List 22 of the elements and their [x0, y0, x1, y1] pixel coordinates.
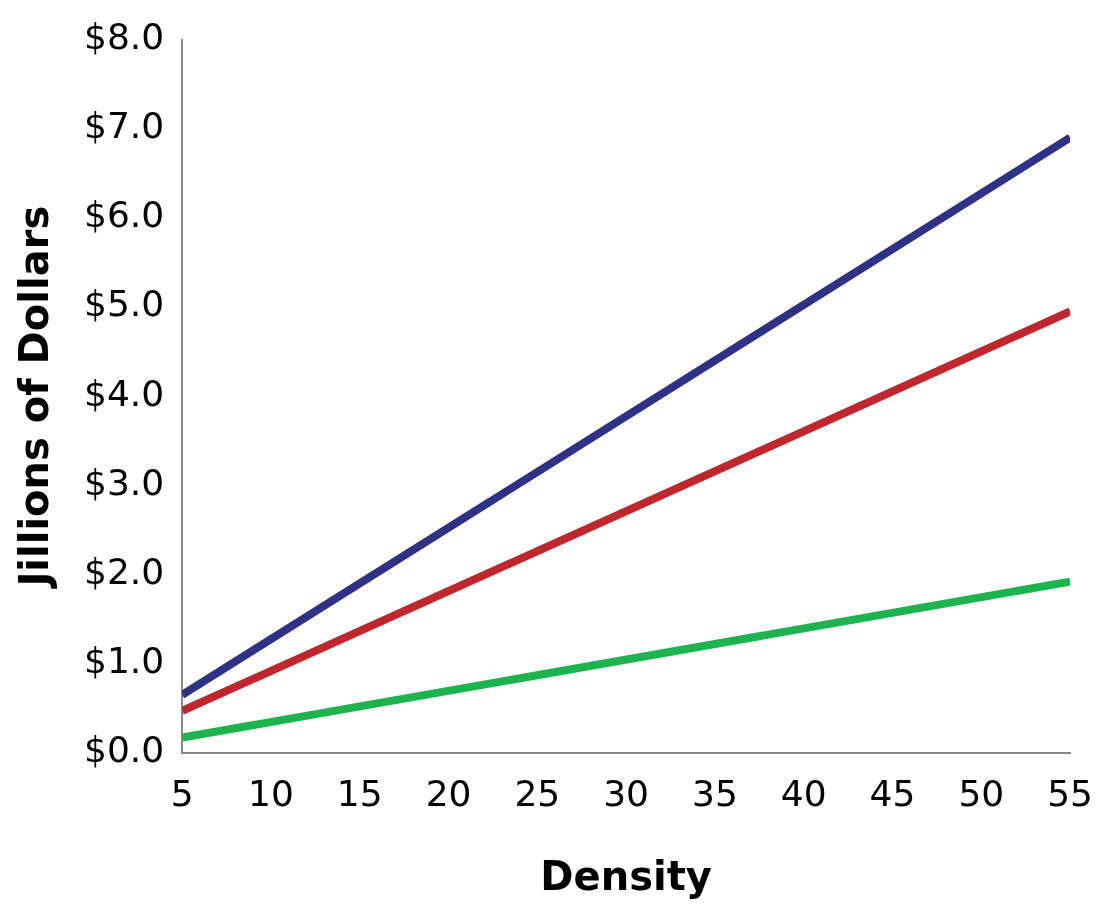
x-tick-label: 40: [780, 772, 827, 814]
x-tick-label: 15: [336, 772, 383, 814]
x-tick-label: 30: [603, 772, 650, 814]
y-axis-title: Jillions of Dollars: [11, 205, 58, 590]
x-tick-label: 20: [425, 772, 472, 814]
x-tick-label: 35: [692, 772, 738, 814]
y-tick-label: $3.0: [84, 461, 165, 503]
y-tick-label: $2.0: [84, 550, 165, 592]
x-tick-label: 55: [1047, 772, 1093, 814]
x-tick-label: 10: [248, 772, 294, 814]
x-tick-label: 25: [514, 772, 561, 814]
x-tick-label: 5: [170, 772, 194, 814]
x-tick-label: 50: [958, 772, 1005, 814]
y-tick-label: $7.0: [84, 105, 165, 147]
y-tick-label: $0.0: [84, 729, 165, 771]
x-axis-title: Density: [540, 853, 712, 900]
y-tick-label: $6.0: [84, 194, 165, 236]
y-tick-label: $5.0: [84, 283, 165, 325]
y-tick-label: $4.0: [84, 372, 165, 414]
x-tick-label: 45: [869, 772, 916, 814]
y-tick-label: $1.0: [84, 640, 165, 682]
y-tick-label: $8.0: [84, 15, 165, 57]
